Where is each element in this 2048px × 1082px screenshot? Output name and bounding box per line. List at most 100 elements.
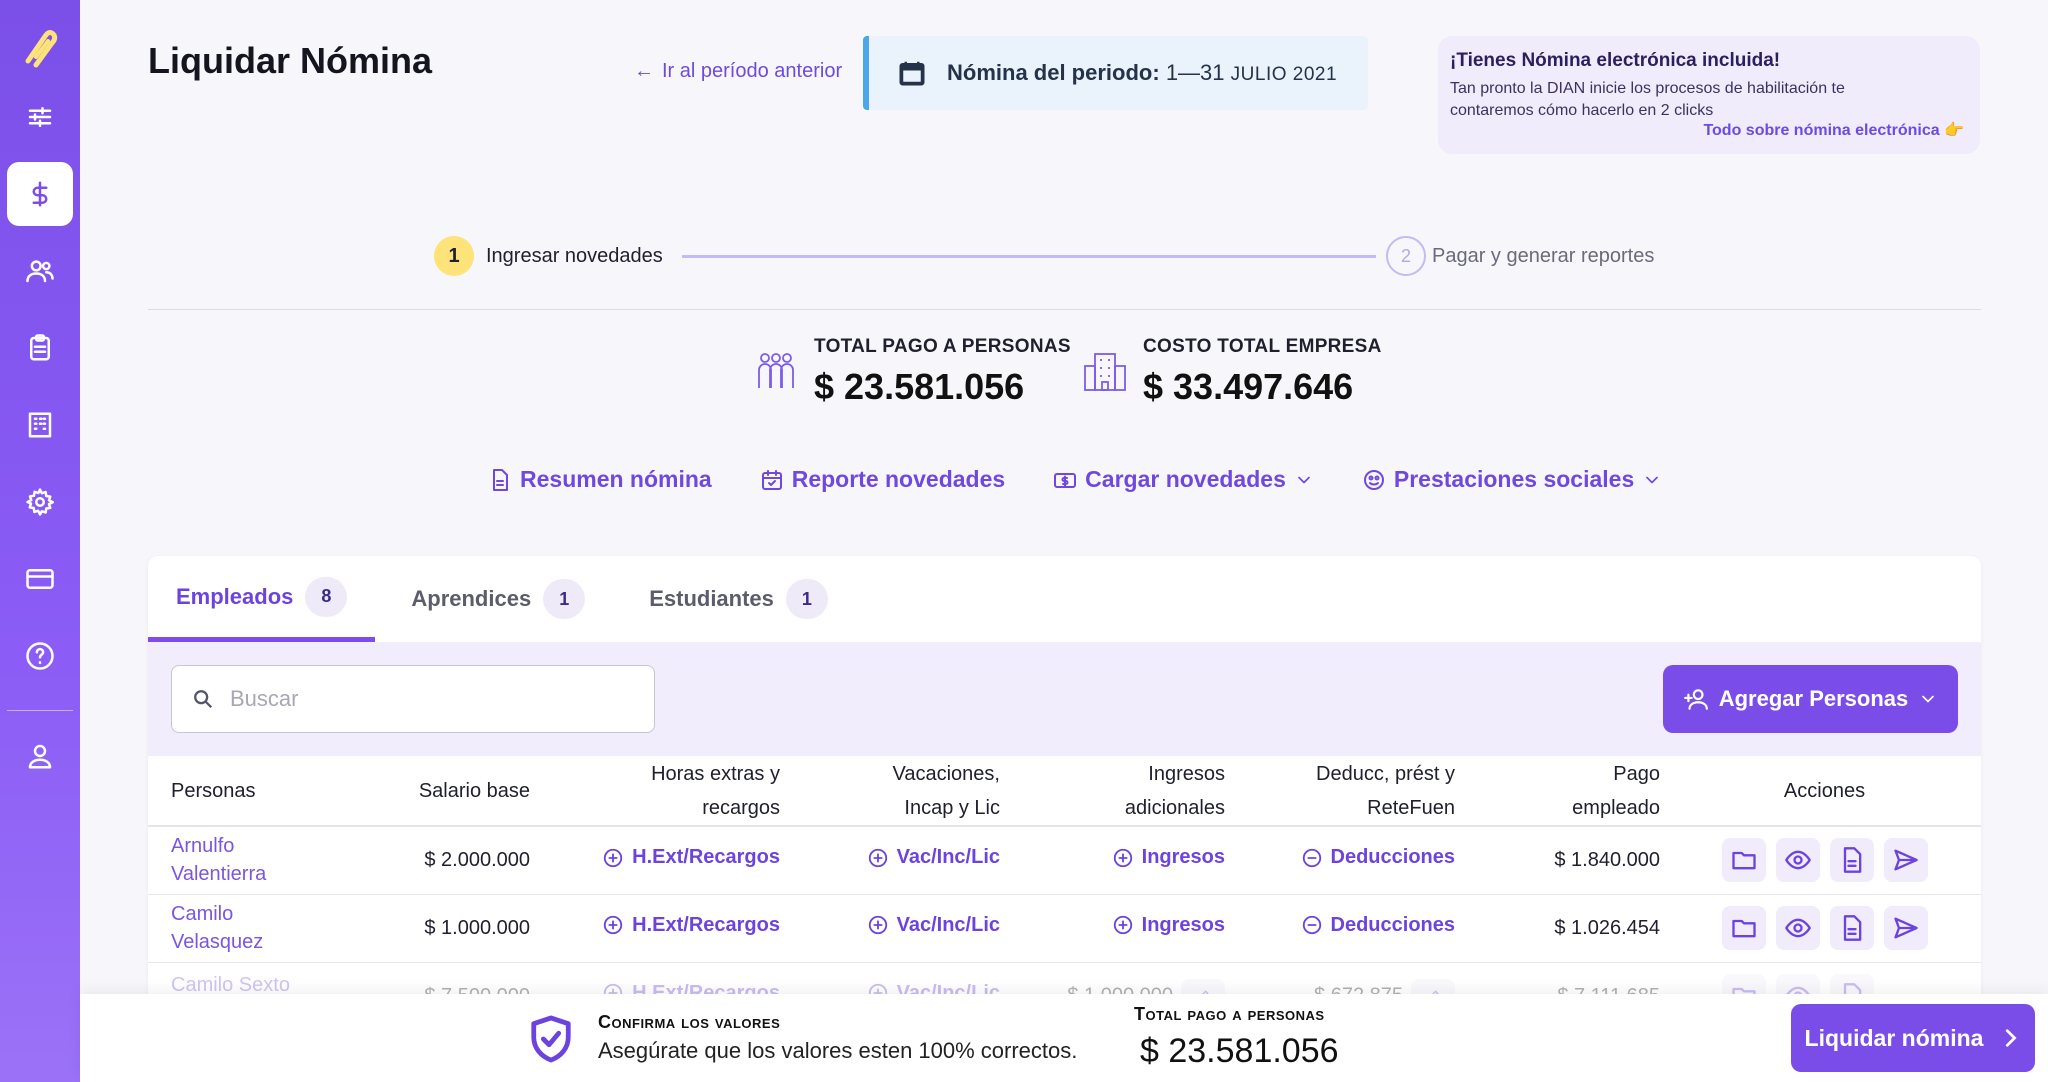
col-salario[interactable]: Salario base: [418, 779, 530, 802]
gear-icon: [26, 488, 54, 516]
search-box: [171, 665, 655, 733]
document-button[interactable]: [1829, 838, 1874, 883]
liquidar-nomina-button[interactable]: Liquidar nómina: [1791, 1004, 2035, 1072]
step-1-label: Ingresar novedades: [486, 245, 663, 267]
confirm-footer: Confirma los valores Asegúrate que los v…: [80, 994, 2048, 1082]
sidebar-item-settings-sliders[interactable]: [7, 85, 73, 149]
send-button[interactable]: [1883, 838, 1928, 883]
step-1-number: 1: [434, 236, 474, 276]
col-pago-empleado[interactable]: Pago empleado: [1572, 762, 1660, 819]
reporte-novedades-label: Reporte novedades: [791, 466, 1006, 492]
promo-link[interactable]: Todo sobre nómina electrónica 👉: [1703, 122, 1964, 139]
step-2-number: 2: [1386, 236, 1426, 276]
cargar-novedades-label: Cargar novedades: [1085, 466, 1286, 492]
horas-extras-button[interactable]: H.Ext/Recargos: [602, 846, 780, 869]
sidebar-divider: [7, 710, 73, 711]
view-button[interactable]: [1775, 838, 1820, 883]
sidebar-item-people[interactable]: [7, 239, 73, 303]
employee-name-link[interactable]: Camilo Velasquez: [171, 903, 264, 953]
col-personas[interactable]: Personas: [171, 779, 256, 802]
electronic-payroll-promo: ¡Tienes Nómina electrónica incluida! Tan…: [1438, 36, 1980, 154]
folder-button[interactable]: [1721, 906, 1766, 950]
table-row: Arnulfo Valentierra $ 2.000.000 H.Ext/Rec…: [148, 826, 1981, 895]
ingresos-button[interactable]: Ingresos: [1112, 846, 1225, 869]
deducciones-button[interactable]: Deducciones: [1301, 846, 1455, 869]
eye-icon: [1784, 918, 1811, 938]
send-button[interactable]: [1883, 906, 1928, 950]
add-people-label: Agregar Personas: [1718, 686, 1909, 711]
payroll-actions: Resumen nómina Reporte novedades Cargar …: [488, 466, 1662, 493]
plus-circle-icon: [868, 916, 887, 935]
eye-icon: [1784, 850, 1811, 870]
col-ingresos[interactable]: Ingresos adicionales: [1124, 762, 1225, 819]
sidebar: [0, 0, 80, 1082]
plus-circle-icon: [603, 916, 623, 935]
chevron-down-icon: [1646, 476, 1659, 483]
sidebar-item-settings[interactable]: [7, 470, 73, 534]
deducciones-button[interactable]: Deducciones: [1301, 914, 1455, 937]
divider: [148, 309, 1981, 310]
send-icon: [1893, 849, 1918, 871]
salario-cell: $ 2.000.000: [358, 826, 538, 895]
reporte-novedades-button[interactable]: Reporte novedades: [760, 466, 1005, 493]
col-deducciones[interactable]: Deducc, prést y ReteFuen: [1316, 762, 1455, 819]
employee-name-link[interactable]: Camilo Sexto: [171, 973, 290, 996]
resumen-nomina-button[interactable]: Resumen nómina: [488, 466, 712, 493]
money-upload-icon: [1054, 472, 1077, 488]
sidebar-item-company[interactable]: [7, 393, 73, 457]
total-pago-value: $ 23.581.056: [814, 366, 1025, 407]
stepper-line: [682, 255, 1376, 258]
period-indicator: Nómina del periodo: 1—31 JULIO 2021: [863, 36, 1368, 110]
col-vacaciones[interactable]: Vacaciones, Incap y Lic: [892, 762, 1000, 819]
costo-total-label: COSTO TOTAL EMPRESA: [1143, 336, 1382, 357]
users-icon: [26, 260, 54, 283]
step-2-label: Pagar y generar reportes: [1432, 245, 1655, 267]
period-range: 1—31: [1165, 60, 1225, 85]
pago-cell: $ 1.840.000: [1463, 826, 1668, 895]
people-group-icon: [758, 353, 794, 388]
col-horas-extras[interactable]: Horas extras y recargos: [651, 762, 780, 819]
app-logo[interactable]: [17, 26, 63, 72]
view-button[interactable]: [1775, 906, 1820, 950]
add-people-button[interactable]: Agregar Personas: [1663, 665, 1958, 733]
chevron-down-icon: [1298, 476, 1310, 483]
horas-extras-button[interactable]: H.Ext/Recargos: [602, 914, 780, 937]
tab-estudiantes-label: Estudiantes: [649, 586, 774, 611]
help-icon: [26, 642, 54, 670]
document-button[interactable]: [1829, 906, 1874, 950]
sidebar-item-billing[interactable]: [7, 547, 73, 611]
building-icon: [28, 412, 52, 438]
sidebar-item-account[interactable]: [7, 724, 73, 788]
plus-circle-icon: [1113, 916, 1132, 935]
vacaciones-button[interactable]: Vac/Inc/Lic: [867, 846, 1000, 869]
tab-empleados[interactable]: Empleados 8: [148, 556, 376, 642]
search-input[interactable]: [230, 686, 630, 712]
prestaciones-sociales-dropdown[interactable]: Prestaciones sociales: [1362, 466, 1662, 493]
previous-period-link[interactable]: ← Ir al período anterior: [634, 60, 842, 83]
confirm-title: Confirma los valores: [598, 1012, 781, 1032]
chevron-right-icon: [2006, 1029, 2017, 1047]
employee-name-link[interactable]: Arnulfo Valentierra: [171, 835, 267, 886]
user-icon: [28, 744, 52, 769]
tab-aprendices[interactable]: Aprendices 1: [383, 556, 613, 642]
coin-hand-icon: [1363, 469, 1384, 490]
document-icon: [1843, 915, 1861, 941]
ingresos-button[interactable]: Ingresos: [1112, 914, 1225, 937]
plus-circle-icon: [868, 848, 887, 867]
sidebar-item-payroll[interactable]: [7, 162, 73, 226]
clipboard-icon: [30, 334, 50, 361]
folder-icon: [1731, 852, 1756, 870]
sidebar-item-reports[interactable]: [7, 316, 73, 380]
folder-button[interactable]: [1721, 838, 1766, 883]
tab-aprendices-label: Aprendices: [411, 586, 532, 611]
minus-circle-icon: [1302, 848, 1321, 867]
vacaciones-button[interactable]: Vac/Inc/Lic: [867, 914, 1000, 937]
add-user-icon: [1683, 689, 1708, 710]
prestaciones-sociales-label: Prestaciones sociales: [1393, 466, 1635, 492]
credit-card-icon: [26, 569, 54, 589]
liquidar-nomina-label: Liquidar nómina: [1804, 1024, 1984, 1051]
sidebar-item-help[interactable]: [7, 624, 73, 688]
document-icon: [493, 468, 508, 491]
tab-estudiantes[interactable]: Estudiantes 1: [621, 556, 856, 642]
cargar-novedades-dropdown[interactable]: Cargar novedades: [1053, 466, 1314, 493]
